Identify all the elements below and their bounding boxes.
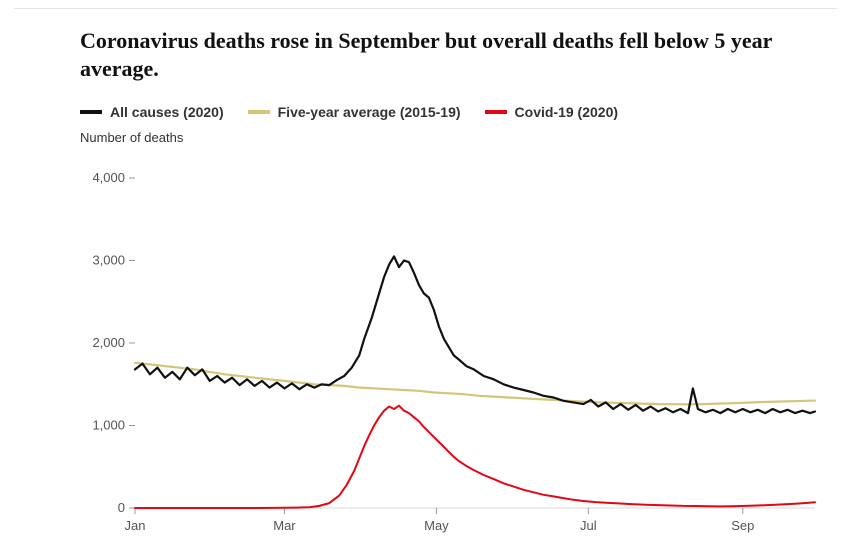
svg-text:2,000: 2,000 — [92, 335, 125, 350]
chart-plot: 01,0002,0003,0004,000JanMarMayJulSep — [80, 170, 820, 510]
legend-label: Covid-19 (2020) — [515, 104, 618, 120]
top-divider — [14, 0, 837, 9]
legend-swatch — [80, 110, 102, 114]
svg-text:Mar: Mar — [273, 518, 296, 533]
legend: All causes (2020) Five-year average (201… — [80, 104, 851, 120]
svg-text:May: May — [424, 518, 449, 533]
y-axis-title: Number of deaths — [80, 130, 851, 145]
series-covid — [135, 406, 815, 508]
svg-text:4,000: 4,000 — [92, 170, 125, 185]
svg-text:1,000: 1,000 — [92, 418, 125, 433]
legend-swatch — [248, 110, 270, 114]
svg-text:3,000: 3,000 — [92, 253, 125, 268]
legend-item-five-year-avg: Five-year average (2015-19) — [248, 104, 461, 120]
svg-text:Sep: Sep — [731, 518, 754, 533]
svg-text:0: 0 — [118, 500, 125, 515]
legend-label: Five-year average (2015-19) — [278, 104, 461, 120]
svg-text:Jul: Jul — [580, 518, 597, 533]
legend-label: All causes (2020) — [110, 104, 224, 120]
chart-svg: 0 1,000 2,000 3,000 4,000 Jan Mar May Jul Sep — [80, 170, 820, 540]
chart-title: Coronavirus deaths rose in September but… — [80, 27, 791, 82]
svg-text:Jan: Jan — [125, 518, 146, 533]
legend-item-all-causes: All causes (2020) — [80, 104, 224, 120]
series-all_causes — [135, 256, 815, 413]
legend-swatch — [485, 110, 507, 114]
legend-item-covid: Covid-19 (2020) — [485, 104, 618, 120]
